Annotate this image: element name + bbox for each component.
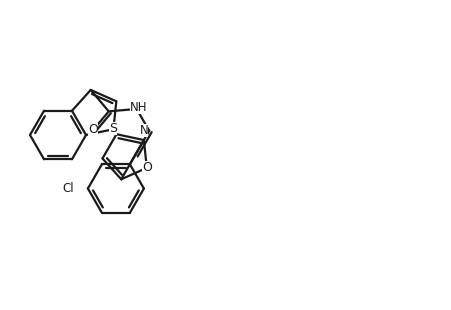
Text: O: O	[88, 123, 98, 136]
Text: NH: NH	[130, 101, 147, 114]
Text: N: N	[139, 124, 148, 137]
Text: Cl: Cl	[63, 182, 74, 195]
Text: O: O	[142, 162, 152, 175]
Text: S: S	[110, 122, 117, 135]
